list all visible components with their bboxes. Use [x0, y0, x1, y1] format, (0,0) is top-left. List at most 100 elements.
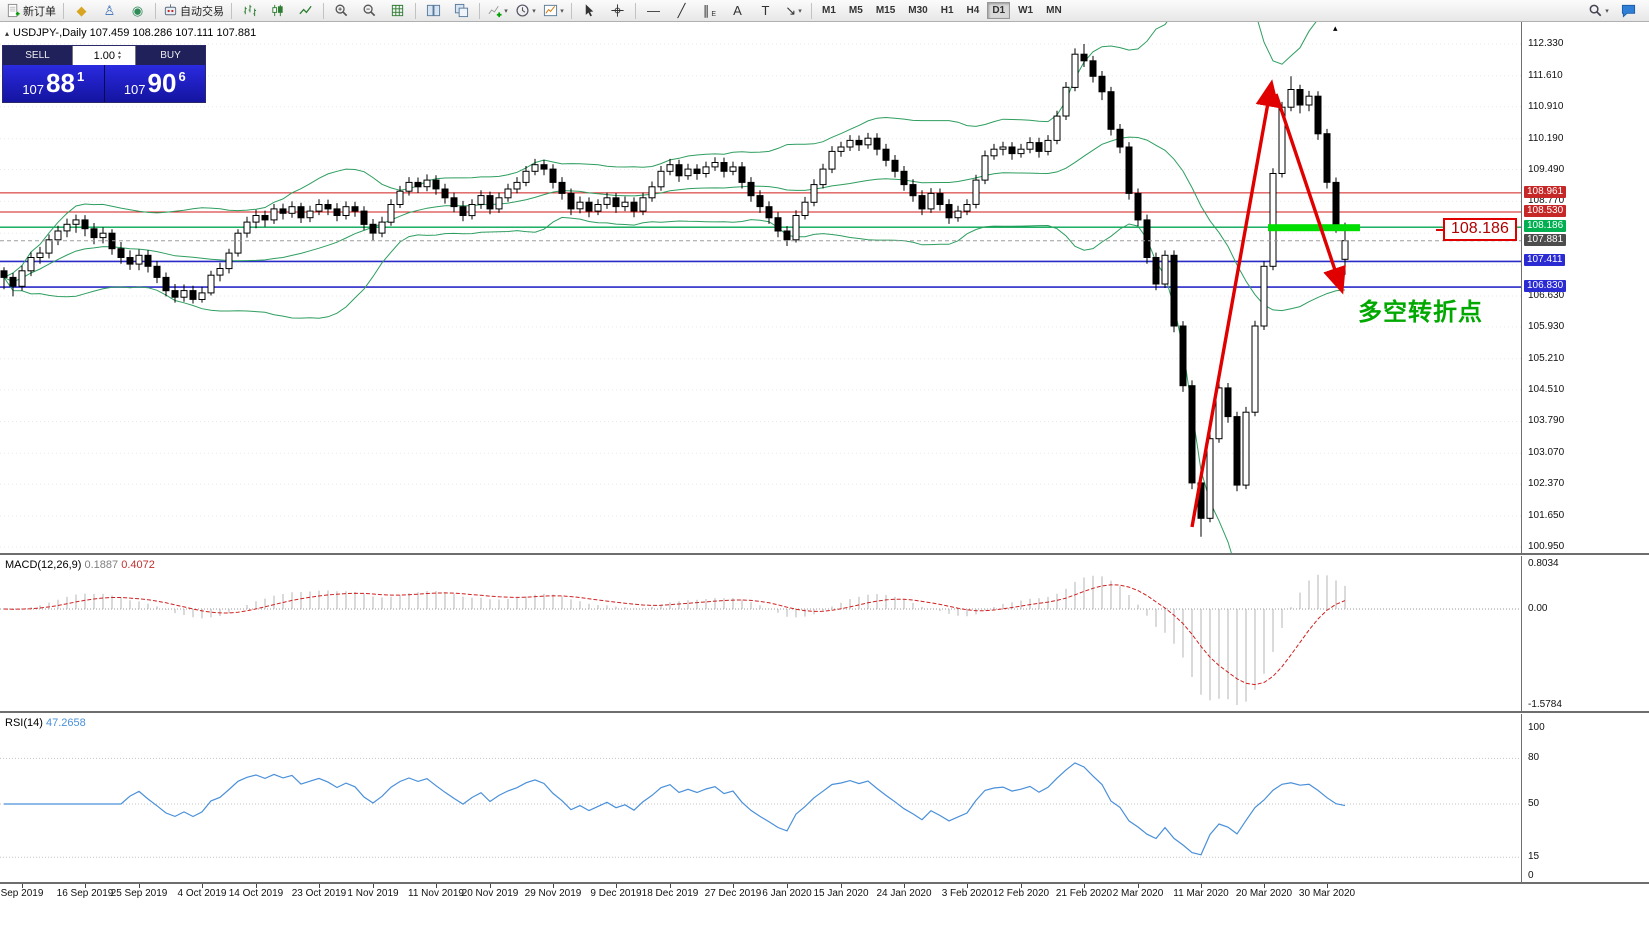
search-button[interactable]: ▾ [1585, 0, 1612, 21]
timeframe-m15-button[interactable]: M15 [875, 5, 896, 16]
volume-spinner[interactable]: ▲ ▼ [117, 49, 122, 61]
web-community-button[interactable]: ◉ [124, 0, 151, 21]
candle-body [306, 210, 314, 219]
timeframe-m5-button[interactable]: M5 [848, 5, 863, 16]
periods-icon [515, 3, 530, 18]
candle-body [207, 274, 215, 294]
text-tool-button[interactable]: A [724, 0, 751, 21]
templates-icon [543, 3, 558, 18]
candle-body [945, 204, 953, 219]
volume-field[interactable]: ▲▼ [72, 46, 136, 65]
bar-chart-mode-button[interactable] [236, 0, 263, 21]
zoom-out-button[interactable] [356, 0, 383, 21]
date-tick [733, 884, 734, 888]
pane-divider[interactable] [0, 711, 1649, 713]
templates-button[interactable]: ▾ [540, 0, 567, 21]
label-tool-button[interactable]: T [752, 0, 779, 21]
macd-axis[interactable]: 0.8034 0.00 -1.5784 [1521, 556, 1649, 711]
label-tool-icon: T [761, 3, 770, 18]
price-label: 106.830 [1524, 280, 1567, 293]
rsi-axis[interactable]: 100 80 50 15 0 [1521, 714, 1649, 882]
candle-body [243, 221, 251, 234]
candle-body [468, 204, 476, 217]
tile-windows-icon [426, 3, 441, 18]
rsi-indicator-label: RSI(14) 47.2658 [5, 717, 86, 729]
candle-body [594, 204, 602, 212]
candle-body [351, 206, 359, 212]
spin-down-icon[interactable]: ▼ [117, 54, 122, 61]
rsi-pane[interactable] [0, 714, 1521, 882]
candle-body [1161, 254, 1169, 285]
price-label: 104.510 [1528, 383, 1565, 395]
date-tick [616, 884, 617, 888]
candle-body [171, 290, 179, 298]
cascade-windows-button[interactable] [448, 0, 475, 21]
timeframe-h1-button[interactable]: H1 [940, 5, 954, 16]
text-tool-icon: A [733, 3, 742, 18]
timeframe-d1-button[interactable]: D1 [987, 2, 1011, 19]
candle-body [144, 254, 152, 267]
equidistant-channel-button[interactable]: ∥ E [696, 0, 723, 21]
price-chart[interactable] [0, 22, 1521, 553]
toolbar-separator [415, 2, 416, 19]
volume-input[interactable] [73, 49, 117, 62]
candle-body [738, 166, 746, 183]
sell-price-button[interactable]: 107 88 1 [3, 65, 105, 102]
date-label: 6 Jan 2020 [762, 888, 812, 899]
zoom-in-button[interactable] [328, 0, 355, 21]
market-watch-button[interactable]: ♙ [96, 0, 123, 21]
horizontal-line-button[interactable]: — [640, 0, 667, 21]
equidistant-channel-subscript: E [711, 11, 717, 18]
price-label: 0.8034 [1528, 558, 1559, 569]
price-label: 111.610 [1528, 69, 1563, 81]
chat-button[interactable] [1615, 0, 1642, 21]
candle-body [1233, 416, 1241, 486]
market-watch-icon: ♙ [103, 3, 116, 18]
new-order-button[interactable]: 新订单 [3, 0, 59, 21]
pane-divider[interactable] [0, 553, 1649, 555]
indicators-caret-icon: ▾ [504, 7, 508, 15]
cursor-button[interactable] [576, 0, 603, 21]
auto-trading-button[interactable]: 自动交易 [160, 0, 227, 21]
crosshair-button[interactable] [604, 0, 631, 21]
grid-button[interactable] [384, 0, 411, 21]
candle-body [684, 168, 692, 177]
toolbar-separator [63, 2, 64, 19]
timeframe-m1-button[interactable]: M1 [822, 5, 836, 16]
date-tick [256, 884, 257, 888]
spin-up-icon[interactable]: ▲ [117, 49, 122, 56]
arrows-tool-button[interactable]: ↘ ▾ [780, 0, 807, 21]
candle-body [387, 204, 395, 223]
new-order-icon [6, 3, 21, 18]
price-axis[interactable]: 112.330 111.610 110.910 110.190 109.490 108.7… [1521, 22, 1649, 553]
timeframe-w1-button[interactable]: W1 [1018, 5, 1034, 16]
horizontal-line-icon: — [647, 3, 660, 18]
buy-price-button[interactable]: 107 90 6 [104, 65, 205, 102]
buy-button[interactable]: BUY [136, 46, 205, 65]
candlestick-mode-button[interactable] [264, 0, 291, 21]
indicators-button[interactable]: ▾ [484, 0, 511, 21]
pane-divider[interactable] [0, 882, 1649, 884]
sell-button[interactable]: SELL [3, 46, 72, 65]
price-tag-value: 108.186 [1443, 218, 1517, 241]
tile-windows-button[interactable] [420, 0, 447, 21]
timeframe-mn-button[interactable]: MN [1046, 5, 1062, 16]
candle-body [441, 188, 449, 199]
date-label: 4 Oct 2019 [177, 888, 227, 899]
candle-body [693, 168, 701, 175]
candle-body [1269, 173, 1277, 267]
time-axis[interactable]: Sep 2019 16 Sep 2019 25 Sep 2019 4 Oct 2019… [0, 884, 1649, 906]
periods-button[interactable]: ▾ [512, 0, 539, 21]
candle-body [783, 230, 791, 241]
line-chart-mode-button[interactable] [292, 0, 319, 21]
timeframe-h4-button[interactable]: H4 [966, 5, 980, 16]
candle-body [846, 139, 854, 148]
metaeditor-button[interactable]: ◆ [68, 0, 95, 21]
price-label: 112.330 [1528, 38, 1564, 49]
timeframe-m30-button[interactable]: M30 [908, 5, 928, 16]
macd-pane[interactable] [0, 556, 1521, 711]
scroll-to-end-marker[interactable]: ▴ [1333, 23, 1338, 33]
trendline-button[interactable]: ╱ [668, 0, 695, 21]
candle-body [378, 221, 386, 234]
price-label: 105.210 [1528, 352, 1565, 364]
